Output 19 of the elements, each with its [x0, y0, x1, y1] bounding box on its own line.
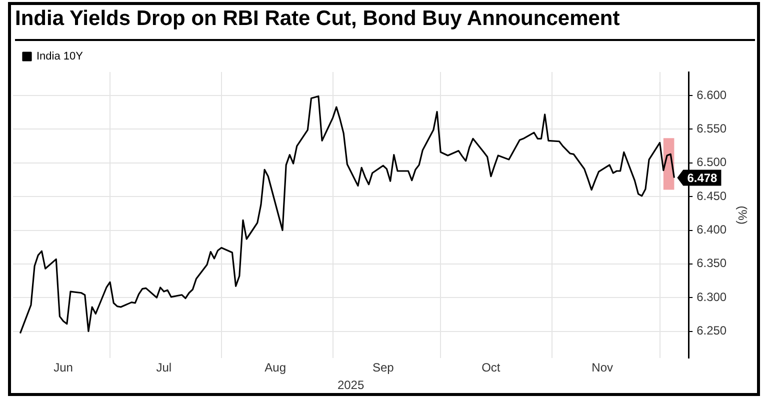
x-tick-label: Jul [156, 360, 172, 375]
x-axis-title: 2025 [337, 378, 364, 392]
y-tick-label: 6.600 [696, 88, 727, 102]
y-tick-label: 6.550 [696, 122, 727, 136]
y-tick-label: 6.350 [696, 256, 727, 270]
data-label: 6.478 [687, 171, 718, 186]
x-tick-label: Sep [372, 360, 394, 375]
x-tick-label: Aug [264, 360, 286, 375]
y-tick-label: 6.300 [696, 290, 727, 304]
y-tick-label: 6.250 [696, 324, 727, 338]
x-tick-label: Jun [54, 360, 73, 375]
chart-title: India Yields Drop on RBI Rate Cut, Bond Buy Announcement [15, 7, 755, 41]
legend-label: India 10Y [36, 50, 84, 63]
y-tick-label: 6.400 [696, 222, 727, 237]
x-tick-label: Oct [482, 360, 501, 375]
x-tick-label: Nov [592, 360, 613, 375]
y-tick-label: 6.500 [696, 155, 727, 170]
y-tick-label: 6.450 [696, 188, 727, 203]
y-axis-title: (%) [735, 206, 750, 224]
